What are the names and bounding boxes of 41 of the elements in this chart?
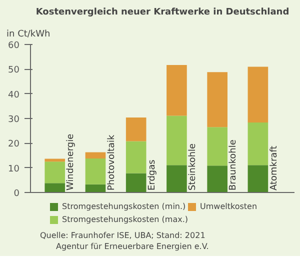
- x-tick-label: Braunkohle: [228, 139, 239, 191]
- bar: [44, 183, 66, 192]
- bar: [248, 122, 268, 166]
- legend-label: Umweltkosten: [200, 200, 258, 212]
- y-tick-label: 0: [14, 189, 20, 199]
- bar: [207, 166, 228, 192]
- legend-item: Umweltkosten: [188, 200, 268, 213]
- y-tick-label: 50: [8, 66, 20, 76]
- x-tick-label: Atomkraft: [269, 145, 280, 191]
- bar: [85, 152, 106, 158]
- chart-title: Kostenvergleich neuer Kraftwerke in Deutschland: [36, 8, 290, 18]
- bar: [85, 158, 106, 184]
- bar: [44, 162, 66, 184]
- bar: [207, 72, 228, 128]
- bar: [166, 165, 187, 192]
- legend-label: Stromgestehungskosten (min.): [62, 200, 186, 212]
- bar: [126, 118, 146, 142]
- y-tick-label: 10: [8, 164, 20, 174]
- legend-item: Stromgestehungskosten (max.): [50, 213, 188, 226]
- bar: [85, 184, 106, 192]
- x-tick-label: Windenergie: [66, 133, 76, 191]
- bar: [248, 165, 268, 192]
- y-tick-label: 30: [8, 115, 20, 125]
- bar: [166, 116, 187, 166]
- bar: [248, 66, 268, 122]
- x-tick-label: Photovoltaik: [106, 134, 117, 191]
- y-axis-title: in Ct/kWh: [6, 30, 50, 40]
- text: Agentur für Erneuerbare Energien e.V.: [56, 241, 209, 252]
- bar: [44, 158, 66, 162]
- bar: [126, 173, 146, 192]
- legend-item: Stromgestehungskosten (min.): [50, 200, 188, 213]
- legend-label: Stromgestehungskosten (max.): [62, 214, 188, 226]
- bar: [207, 127, 228, 166]
- y-tick-label: 40: [8, 90, 20, 100]
- source-note: Quelle: Fraunhofer ISE, UBA; Stand: 2021: [40, 230, 206, 241]
- x-tick-label: Steinkohle: [188, 142, 198, 191]
- bar: [166, 64, 187, 116]
- y-tick-label: 20: [8, 140, 20, 150]
- bar: [126, 141, 146, 174]
- y-tick-label: 60: [8, 41, 20, 51]
- x-tick-label: Erdgas: [147, 159, 158, 191]
